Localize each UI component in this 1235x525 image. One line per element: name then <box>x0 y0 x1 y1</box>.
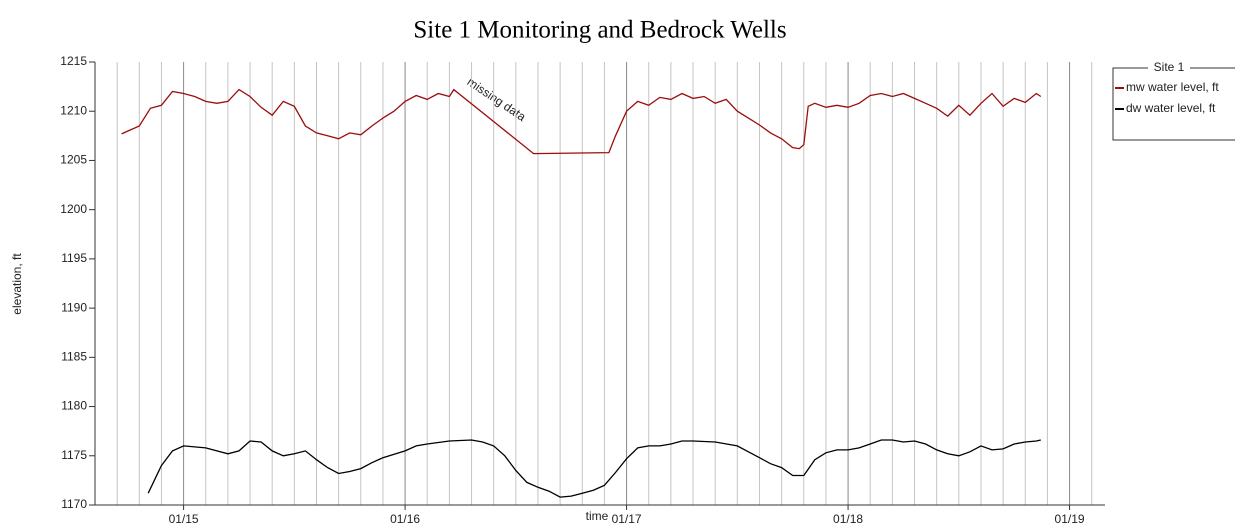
chart-title: Site 1 Monitoring and Bedrock Wells <box>413 17 786 44</box>
y-tick-label: 1210 <box>60 103 87 117</box>
y-tick-label: 1215 <box>60 54 87 68</box>
x-tick-label: 01/15 <box>169 512 199 525</box>
legend-title-bg <box>1148 62 1190 74</box>
y-tick-label: 1175 <box>61 448 87 462</box>
x-tick-label: 01/18 <box>833 512 863 525</box>
x-tick-label: 01/16 <box>390 512 420 525</box>
legend-title: Site 1 <box>1154 60 1185 74</box>
y-axis-label: elevation, ft <box>10 253 24 315</box>
y-tick-label: 1170 <box>61 497 87 511</box>
y-tick-label: 1185 <box>61 350 87 364</box>
y-tick-label: 1195 <box>61 251 87 265</box>
annotation: missing data <box>465 75 529 124</box>
series-line <box>147 439 1041 498</box>
series-line <box>121 88 1042 155</box>
x-tick-label: 01/17 <box>612 512 642 525</box>
y-tick-label: 1180 <box>61 399 87 413</box>
y-tick-label: 1205 <box>60 153 87 167</box>
x-tick-label: 01/19 <box>1055 512 1085 525</box>
x-axis-label: time <box>586 509 609 523</box>
legend-label: dw water level, ft <box>1126 101 1216 115</box>
y-tick-label: 1200 <box>60 202 87 216</box>
legend-label: mw water level, ft <box>1126 80 1219 94</box>
y-tick-label: 1190 <box>61 300 87 314</box>
